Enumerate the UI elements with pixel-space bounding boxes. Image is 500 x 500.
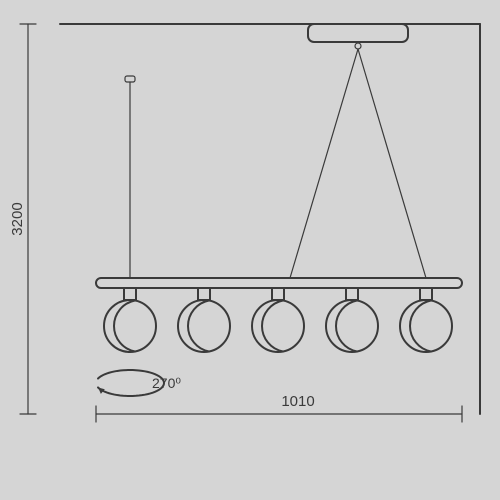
height-dimension-label: 3200 [9, 202, 26, 235]
rotation-label: 270⁰ [152, 375, 181, 391]
background [0, 0, 500, 500]
width-dimension-label: 1010 [281, 393, 314, 410]
